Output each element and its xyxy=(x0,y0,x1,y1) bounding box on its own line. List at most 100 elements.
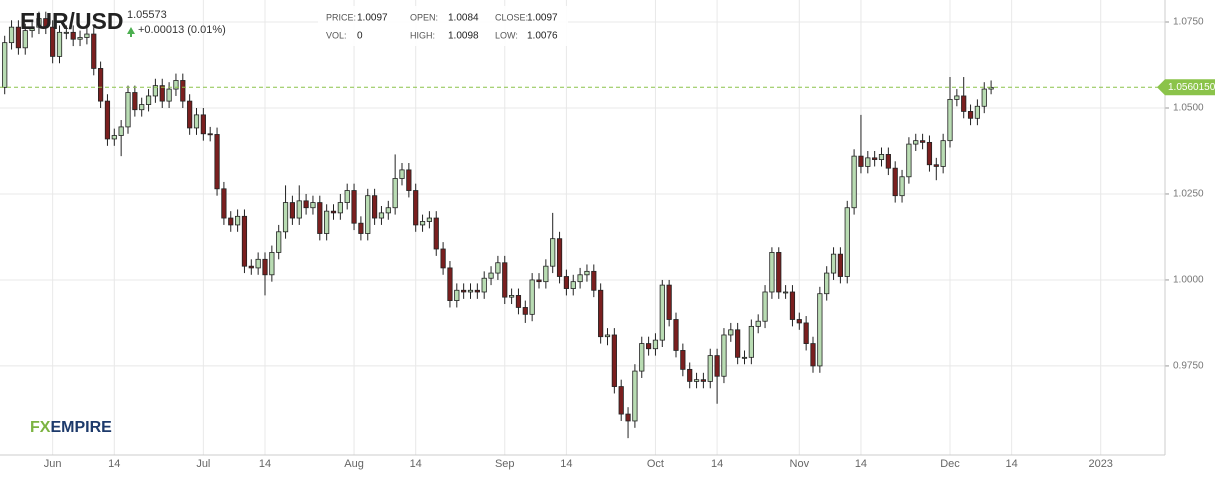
candle-body xyxy=(673,319,679,351)
info-label: LOW: xyxy=(495,30,518,40)
x-tick-label: 2023 xyxy=(1088,458,1112,470)
y-tick-label: 1.0750 xyxy=(1173,17,1204,28)
candle-body xyxy=(433,217,439,250)
candle-body xyxy=(419,221,426,226)
candle-body xyxy=(529,279,535,315)
quote: 1.05573 xyxy=(127,9,167,21)
candle-body xyxy=(461,289,467,293)
y-tick-label: 0.9750 xyxy=(1173,361,1204,372)
candle-body xyxy=(495,262,501,274)
candle-body xyxy=(22,30,28,49)
candle-body xyxy=(207,133,213,136)
candle-body xyxy=(522,307,528,315)
candle-body xyxy=(584,270,590,276)
candle-body xyxy=(365,195,371,234)
candle-body xyxy=(899,176,905,197)
candle-body xyxy=(228,217,234,226)
x-tick-label: 14 xyxy=(1006,458,1018,470)
candle-body xyxy=(741,356,748,359)
candle-body xyxy=(139,104,145,111)
candle-body xyxy=(933,164,939,167)
candle-body xyxy=(543,265,549,283)
candle-body xyxy=(837,253,844,277)
candle-body xyxy=(282,202,289,233)
candle-body xyxy=(570,281,576,289)
candle-body xyxy=(748,325,754,358)
info-label: OPEN: xyxy=(410,12,438,22)
candle-body xyxy=(700,379,707,382)
candle-body xyxy=(385,207,391,214)
candle-body xyxy=(221,188,227,219)
last-price-tag xyxy=(1157,79,1215,96)
candle-body xyxy=(310,202,316,209)
candle-body xyxy=(296,200,302,219)
candle-body xyxy=(639,343,645,372)
candle-body xyxy=(604,334,611,338)
candle-body xyxy=(351,190,357,224)
x-tick-label: Jul xyxy=(196,458,210,470)
candle-body xyxy=(406,169,412,191)
x-tick-label: 14 xyxy=(410,458,422,470)
candle-body xyxy=(488,272,494,279)
candle-body xyxy=(481,277,487,293)
candle-body xyxy=(563,276,570,289)
candle-body xyxy=(947,98,953,142)
candle-body xyxy=(693,379,700,382)
candle-body xyxy=(632,370,638,422)
candle-body xyxy=(974,105,981,119)
y-tick-label: 1.0250 xyxy=(1173,189,1204,200)
candle-body xyxy=(289,202,296,219)
candle-body xyxy=(762,291,768,322)
logo: FXEMPIRE xyxy=(30,419,112,436)
candle-body xyxy=(337,202,343,214)
candle-body xyxy=(981,88,987,107)
x-tick-label: 14 xyxy=(711,458,723,470)
x-tick-label: Dec xyxy=(940,458,960,470)
candle-body xyxy=(858,155,864,167)
candle-body xyxy=(447,267,453,301)
info-label: CLOSE: xyxy=(495,12,528,22)
info-value: 0 xyxy=(357,31,363,42)
candle-body xyxy=(426,217,433,222)
candle-body xyxy=(50,26,56,57)
candle-body xyxy=(104,100,111,140)
x-tick-label: 14 xyxy=(855,458,867,470)
x-tick-label: Sep xyxy=(495,458,515,470)
candle-body xyxy=(803,322,809,344)
candle-body xyxy=(276,231,282,253)
candle-body xyxy=(652,339,659,350)
candle-body xyxy=(666,284,672,320)
candle-body xyxy=(714,355,720,377)
candle-body xyxy=(830,253,837,274)
x-tick-label: 14 xyxy=(259,458,271,470)
candle-body xyxy=(344,190,350,203)
candle-body xyxy=(687,368,693,382)
candle-body xyxy=(954,95,960,100)
candle-body xyxy=(906,143,912,178)
info-label: PRICE: xyxy=(326,12,356,22)
candle-body xyxy=(872,157,878,160)
candle-body xyxy=(755,320,761,327)
candle-body xyxy=(598,289,604,338)
candle-body xyxy=(324,210,330,234)
candle-body xyxy=(200,114,206,135)
symbol: EUR/USD xyxy=(20,8,124,34)
last-price-label: 1.0560150 xyxy=(1168,82,1215,93)
candle-body xyxy=(892,167,898,197)
candle-body xyxy=(371,195,378,219)
candle-body xyxy=(467,289,474,293)
info-panel xyxy=(318,6,568,46)
candle-body xyxy=(303,200,309,209)
candle-body xyxy=(961,95,967,112)
candle-body xyxy=(187,100,193,129)
candle-body xyxy=(865,157,871,167)
info-value: 1.0097 xyxy=(527,13,558,24)
candle-body xyxy=(255,258,261,269)
up-arrow xyxy=(127,27,135,37)
candle-body xyxy=(988,86,994,90)
candle-body xyxy=(262,258,268,276)
candle-body xyxy=(63,31,69,34)
candle-body xyxy=(77,37,83,40)
candle-body xyxy=(173,80,179,90)
